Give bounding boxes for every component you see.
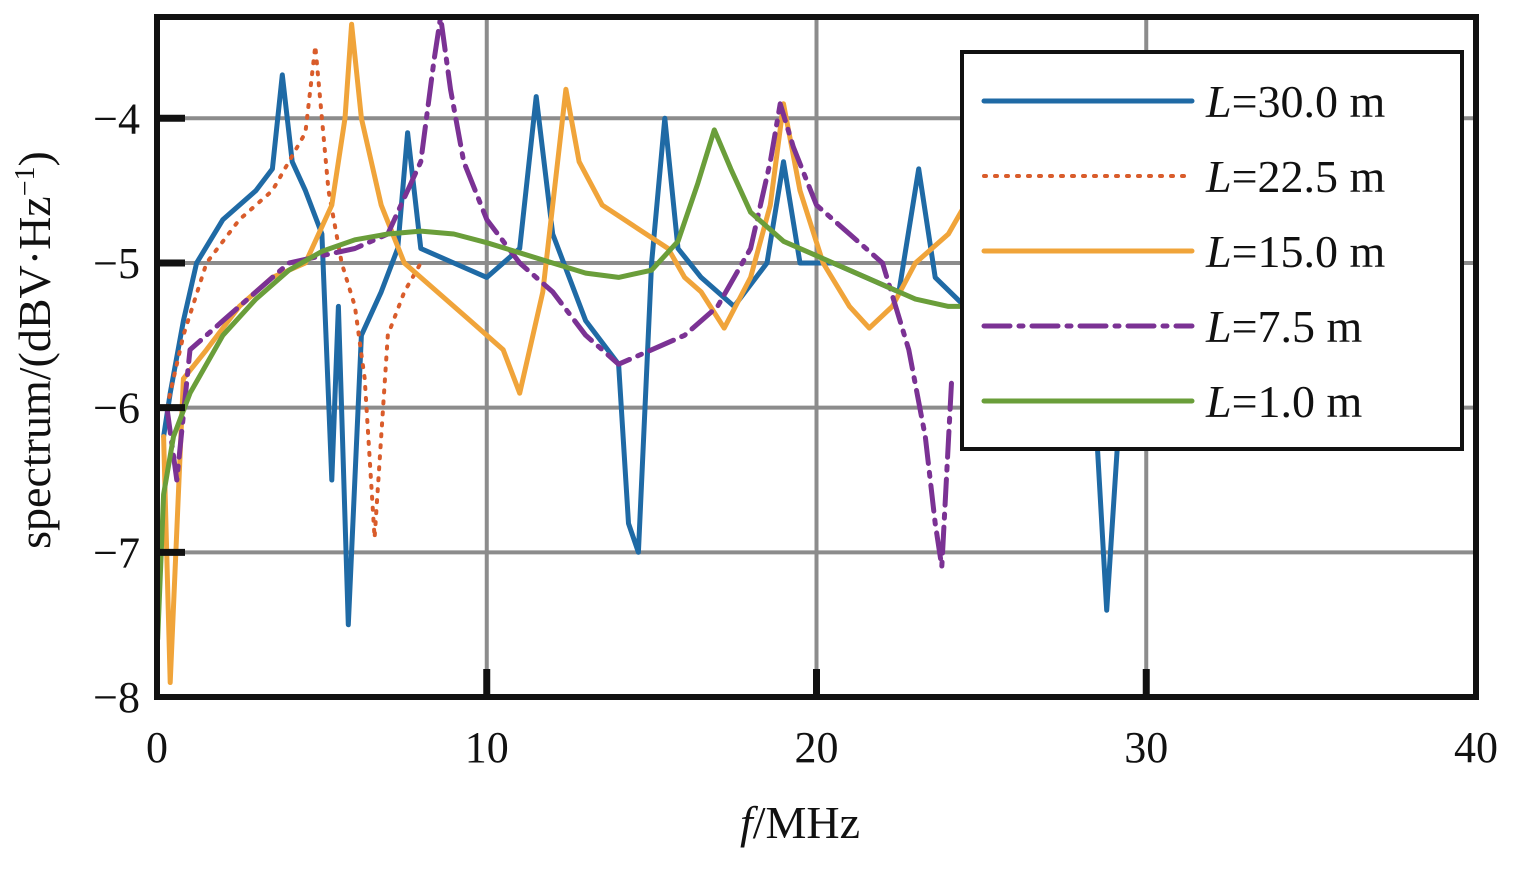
axis-ticks bbox=[157, 114, 1150, 697]
legend-var: L bbox=[1205, 301, 1232, 352]
series-line bbox=[161, 72, 1123, 628]
y-axis-exponent: −1 bbox=[10, 166, 41, 196]
y-tick-label: −8 bbox=[93, 673, 140, 722]
series-line bbox=[164, 43, 423, 540]
legend-label: L=30.0 m bbox=[1205, 76, 1386, 127]
axis-tick-labels: 0 10 20 30 40 −4 −5 −6 −7 −8 bbox=[93, 94, 1498, 772]
legend-var: L bbox=[1205, 376, 1232, 427]
legend-value: =15.0 m bbox=[1232, 226, 1386, 277]
legend-value: =7.5 m bbox=[1232, 301, 1363, 352]
x-tick-label: 0 bbox=[146, 723, 168, 772]
legend-value: =1.0 m bbox=[1232, 376, 1363, 427]
x-tick-label: 10 bbox=[465, 723, 509, 772]
x-tick-label: 30 bbox=[1124, 723, 1168, 772]
y-tick-label: −4 bbox=[93, 94, 140, 143]
x-tick-label: 40 bbox=[1454, 723, 1498, 772]
y-tick-label: −5 bbox=[93, 239, 140, 288]
legend-label: L=22.5 m bbox=[1205, 151, 1386, 202]
x-axis-unit: /MHz bbox=[753, 797, 860, 848]
legend-value: =30.0 m bbox=[1232, 76, 1386, 127]
y-axis-suffix: ) bbox=[9, 151, 60, 166]
legend-value: =22.5 m bbox=[1232, 151, 1386, 202]
series-line bbox=[161, 21, 968, 685]
legend-label: L=1.0 m bbox=[1205, 376, 1363, 427]
legend: L=30.0 mL=22.5 mL=15.0 mL=7.5 mL=1.0 m bbox=[960, 50, 1464, 451]
legend-label: L=15.0 m bbox=[1205, 226, 1386, 277]
y-axis-label: spectrum/(dBV·Hz−1) bbox=[9, 151, 60, 549]
legend-var: L bbox=[1205, 226, 1232, 277]
legend-var: L bbox=[1205, 151, 1232, 202]
x-tick-label: 20 bbox=[795, 723, 839, 772]
legend-label: L=7.5 m bbox=[1205, 301, 1363, 352]
series-line bbox=[157, 127, 968, 642]
series-layer bbox=[157, 17, 1123, 685]
y-axis-prefix: spectrum/(dBV·Hz bbox=[9, 196, 60, 549]
y-tick-label: −6 bbox=[93, 384, 140, 433]
y-tick-label: −7 bbox=[93, 528, 140, 577]
x-axis-label: f/MHz bbox=[740, 797, 860, 848]
legend-var: L bbox=[1205, 76, 1232, 127]
